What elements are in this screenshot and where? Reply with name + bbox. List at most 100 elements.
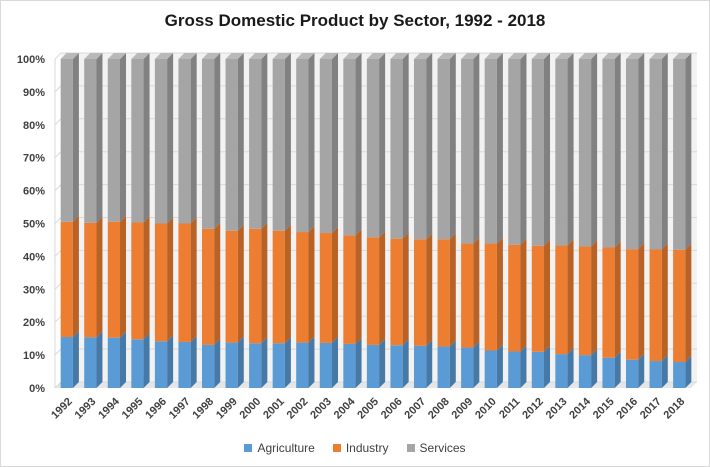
bar-top-1994 [107,53,127,59]
chart-legend: Agriculture Industry Services [1,441,709,455]
bar-services-2014 [578,59,592,247]
bar-services-1997 [178,59,191,224]
bar-industry-2012-side [544,239,551,352]
bar-industry-1996-side [167,217,174,342]
bar-top-2012 [531,53,551,59]
bar-agriculture-2006-side [402,339,409,388]
x-tick-label: 1995 [120,396,146,422]
bar-agriculture-2015 [602,357,615,388]
y-tick-label: 20% [23,317,45,329]
y-tick-label: 90% [23,87,45,99]
y-tick-label: 0% [29,383,45,395]
bar-industry-2010 [484,243,497,351]
x-tick-label: 2000 [238,396,264,422]
bar-industry-2010-side [496,237,503,351]
bar-services-2011 [508,59,521,245]
x-tick-label: 2005 [355,396,381,422]
bar-industry-2009-side [473,237,480,348]
bar-industry-1994 [107,221,121,338]
x-tick-label: 2007 [402,396,428,422]
bar-services-2009 [461,59,474,244]
bar-industry-2015 [602,247,615,358]
bar-top-2007 [413,53,433,59]
bar-industry-2001-side [284,224,291,344]
bar-industry-2011 [508,244,521,352]
bar-top-2001 [272,53,291,59]
y-tick-label: 50% [23,219,45,231]
bar-industry-2006 [390,238,403,346]
bar-services-2007 [413,59,427,240]
x-tick-label: 2013 [544,396,570,422]
x-tick-label: 2015 [591,396,617,422]
y-tick-label: 70% [23,153,45,165]
bar-top-2009 [461,53,480,59]
bar-services-2000 [249,59,262,229]
x-tick-label: 1997 [167,396,193,422]
bar-services-1992 [60,59,73,222]
x-tick-label: 2006 [379,396,405,422]
bar-industry-1997-side [190,217,197,342]
bar-services-2004-side [355,53,362,236]
x-tick-label: 2010 [473,396,499,422]
bar-top-1995 [131,53,150,59]
bar-agriculture-1998 [201,344,215,388]
bar-services-2018 [673,59,686,250]
y-tick-label: 60% [23,186,45,198]
bar-agriculture-2000 [249,343,262,388]
bar-services-2004 [343,59,356,236]
bar-agriculture-2017-side [661,355,668,388]
bar-top-2015 [602,53,621,59]
x-tick-label: 2017 [638,396,664,422]
x-tick-label: 2001 [261,396,287,422]
bar-industry-2005-side [379,231,386,345]
bar-top-1999 [225,53,244,59]
bar-services-2014-side [591,53,598,247]
bar-agriculture-2016-side [638,353,645,388]
bar-services-2010-side [496,53,503,244]
legend-item-agriculture: Agriculture [244,441,315,455]
bar-top-1998 [201,53,221,59]
y-tick-label: 100% [17,54,45,66]
bar-industry-1995-side [143,216,150,340]
x-tick-label: 2016 [614,396,640,422]
bar-agriculture-1997-side [190,335,197,388]
bar-industry-1992 [60,221,73,338]
x-tick-label: 2003 [308,396,334,422]
bar-services-1998 [201,59,215,229]
bar-services-2001 [272,59,285,231]
bar-services-2002 [296,59,309,233]
bar-services-2016-side [638,53,645,250]
bar-agriculture-1993 [84,337,97,388]
bar-services-1994-side [120,53,127,222]
bar-industry-1998 [201,228,215,345]
bar-industry-2003 [319,233,333,343]
bar-agriculture-2008-side [449,340,456,388]
bar-industry-2003-side [332,227,339,343]
x-tick-label: 1992 [49,396,75,422]
bar-services-2002-side [308,53,315,233]
bar-top-2014 [578,53,598,59]
bar-services-2009-side [473,53,480,244]
bar-agriculture-1995 [131,339,144,388]
bar-industry-2001 [272,230,285,344]
bar-industry-2007-side [426,233,433,346]
x-tick-label: 2011 [497,396,522,421]
bar-agriculture-1996 [154,341,168,388]
bar-industry-1992-side [72,215,79,338]
bar-services-1993 [84,59,97,223]
bar-top-2011 [508,53,527,59]
bar-services-2018-side [685,53,692,250]
x-tick-label: 1998 [190,396,216,422]
y-tick-label: 40% [23,251,45,263]
bar-agriculture-2003-side [332,336,339,388]
bar-services-2017-side [661,53,668,250]
bar-industry-2000 [249,228,262,344]
bar-services-1995 [131,59,144,223]
bar-services-2001-side [284,53,291,231]
bar-agriculture-2005-side [379,338,386,388]
bar-agriculture-2014-side [591,349,598,388]
bar-agriculture-2007-side [426,339,433,388]
bar-top-2004 [343,53,362,59]
y-tick-label: 80% [23,120,45,132]
